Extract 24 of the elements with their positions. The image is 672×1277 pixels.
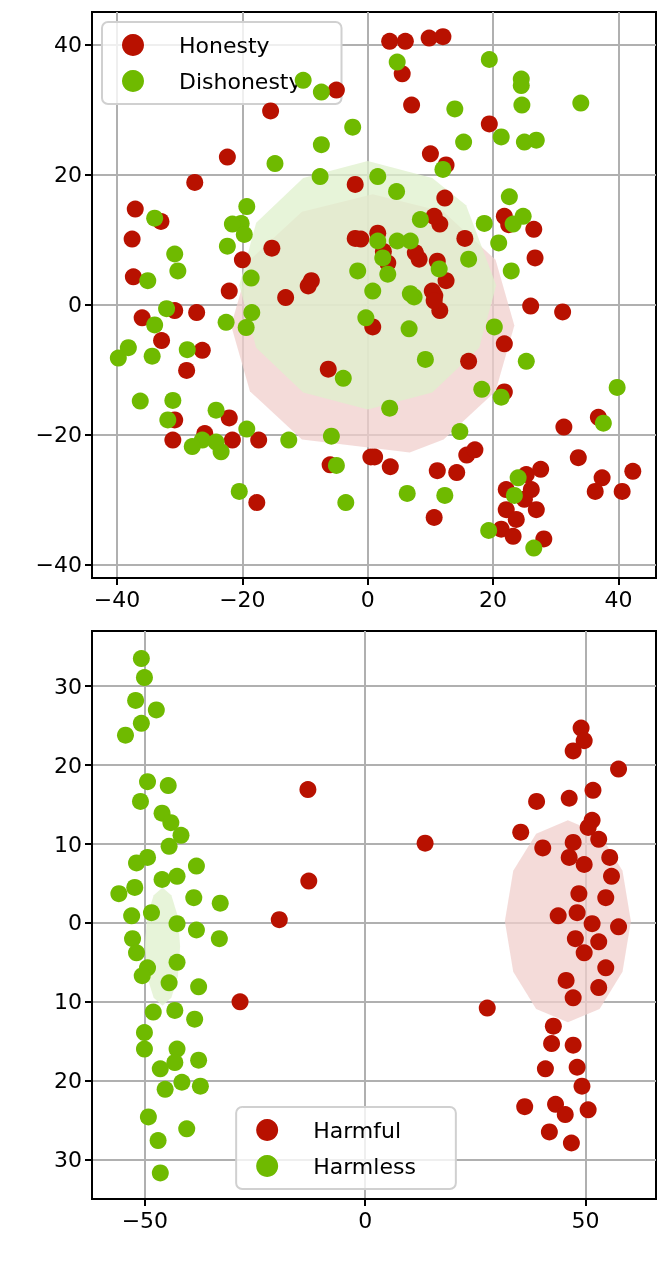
y-tick-label: −20 (35, 422, 82, 448)
x-tick-label: 50 (571, 1207, 600, 1233)
y-tick-label: 40 (54, 32, 82, 58)
y-tick-label: 30 (54, 673, 82, 699)
x-tick-label: 0 (360, 586, 375, 612)
x-tick-label: 40 (604, 586, 633, 612)
y-tick-label: 20 (54, 162, 82, 188)
y-tick-label: −40 (35, 552, 82, 578)
y-tick-label: 30 (54, 1147, 82, 1173)
x-tick-label: −50 (121, 1207, 169, 1233)
y-tick-label: 0 (68, 292, 82, 318)
x-tick-label: 20 (479, 586, 508, 612)
legend-label: Honesty (179, 32, 270, 58)
x-tick-label: 0 (358, 1207, 373, 1233)
legend-label: Dishonesty (179, 68, 302, 94)
legend-label: Harmless (313, 1153, 416, 1179)
y-tick-label: 10 (54, 831, 82, 857)
x-tick-label: −20 (219, 586, 266, 612)
x-tick-label: −40 (93, 586, 141, 612)
y-tick-label: 10 (54, 989, 82, 1015)
y-tick-label: 20 (54, 752, 82, 778)
y-tick-label: 0 (68, 910, 82, 936)
legend-label: Harmful (313, 1117, 402, 1143)
y-tick-label: 20 (54, 1068, 82, 1094)
